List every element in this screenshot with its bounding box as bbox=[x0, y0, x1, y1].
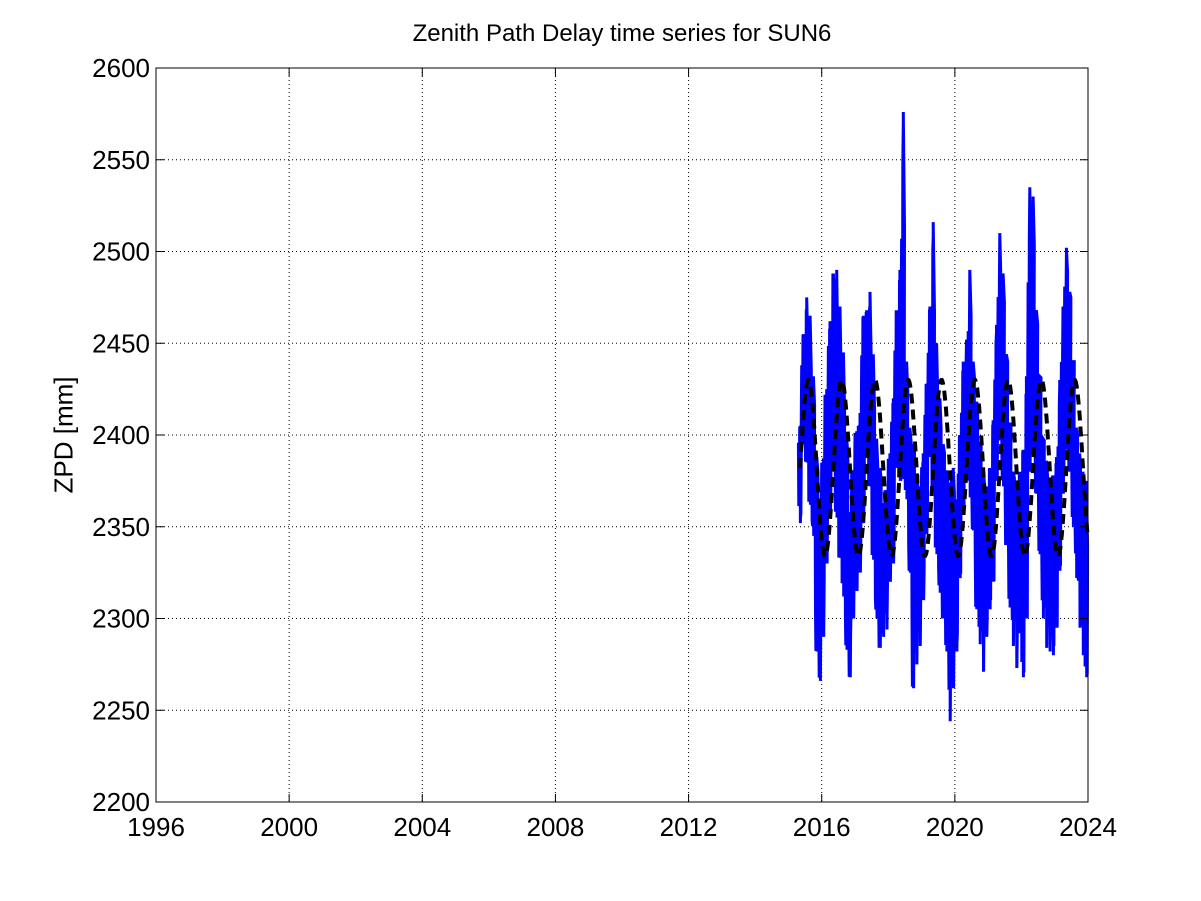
zpd-series-line bbox=[796, 111, 1090, 722]
y-tick-label: 2400 bbox=[92, 420, 150, 450]
x-tick-label: 2008 bbox=[527, 812, 585, 842]
x-tick-label: 2000 bbox=[260, 812, 318, 842]
x-tick-label: 2020 bbox=[926, 812, 984, 842]
y-tick-label: 2450 bbox=[92, 328, 150, 358]
x-tick-label: 2004 bbox=[393, 812, 451, 842]
model-series-line bbox=[798, 378, 1090, 558]
x-tick-label: 2016 bbox=[793, 812, 851, 842]
y-tick-label: 2200 bbox=[92, 787, 150, 817]
y-tick-label: 2300 bbox=[92, 604, 150, 634]
x-tick-label: 1996 bbox=[127, 812, 185, 842]
y-tick-label: 2350 bbox=[92, 512, 150, 542]
y-tick-label: 2600 bbox=[92, 53, 150, 83]
grid-layer bbox=[156, 68, 1088, 802]
data-layer bbox=[796, 111, 1090, 722]
x-tick-label: 2012 bbox=[660, 812, 718, 842]
y-tick-label: 2250 bbox=[92, 695, 150, 725]
y-tick-label: 2550 bbox=[92, 145, 150, 175]
tick-layer: 1996 2000 2004 2008 2012 2016 2020 2024 2200 2250… bbox=[92, 53, 1117, 842]
x-tick-label: 2024 bbox=[1059, 812, 1117, 842]
chart-title: Zenith Path Delay time series for SUN6 bbox=[412, 20, 832, 47]
y-tick-label: 2500 bbox=[92, 237, 150, 267]
